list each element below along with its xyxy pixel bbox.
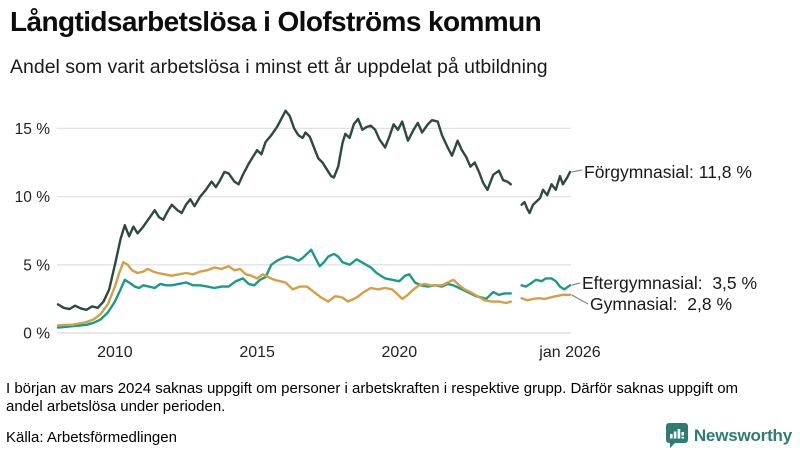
source-credit: Källa: Arbetsförmedlingen [6,429,177,446]
newsworthy-brand: Newsworthy [665,423,792,448]
series-line-eftergymnasial [56,248,512,329]
x-tick-label: 2020 [382,344,418,361]
series-line-gymnasial [56,260,512,327]
y-tick-label: 10 % [15,189,51,206]
label-connector-gymnasial [571,294,589,305]
label-connector-eftergymnasial [571,282,581,286]
y-tick-label: 5 % [23,257,50,274]
y-tick-label: 15 % [15,121,51,138]
footnote-line-2: andel arbetslösa under perioden. [6,397,226,415]
y-tick-label: 0 % [23,326,50,343]
series-line-gymnasial [520,293,572,302]
footnote: I början av mars 2024 saknas uppgift om … [6,380,796,415]
newsworthy-brand-name: Newsworthy [693,425,792,445]
newsworthy-logo-icon [665,423,688,448]
x-tick-label: 2015 [239,344,275,361]
series-line-eftergymnasial [520,277,572,291]
series-end-label-eftergymnasial: Eftergymnasial: 3,5 % [582,273,758,293]
chart-title: Långtidsarbetslösa i Olofströms kommun [10,6,542,37]
series-line-förgymnasial [520,170,572,215]
x-tick-label: jan 2026 [538,344,600,361]
series-end-label-forgymnasial: Förgymnasial: 11,8 % [584,162,752,182]
series-end-label-gymnasial: Gymnasial: 2,8 % [590,294,732,314]
label-connector-förgymnasial [571,169,583,173]
footnote-line-1: I början av mars 2024 saknas uppgift om … [6,380,739,397]
series-line-förgymnasial [56,109,512,311]
chart-subtitle: Andel som varit arbetslösa i minst ett å… [10,56,548,78]
x-tick-label: 2010 [97,344,133,361]
